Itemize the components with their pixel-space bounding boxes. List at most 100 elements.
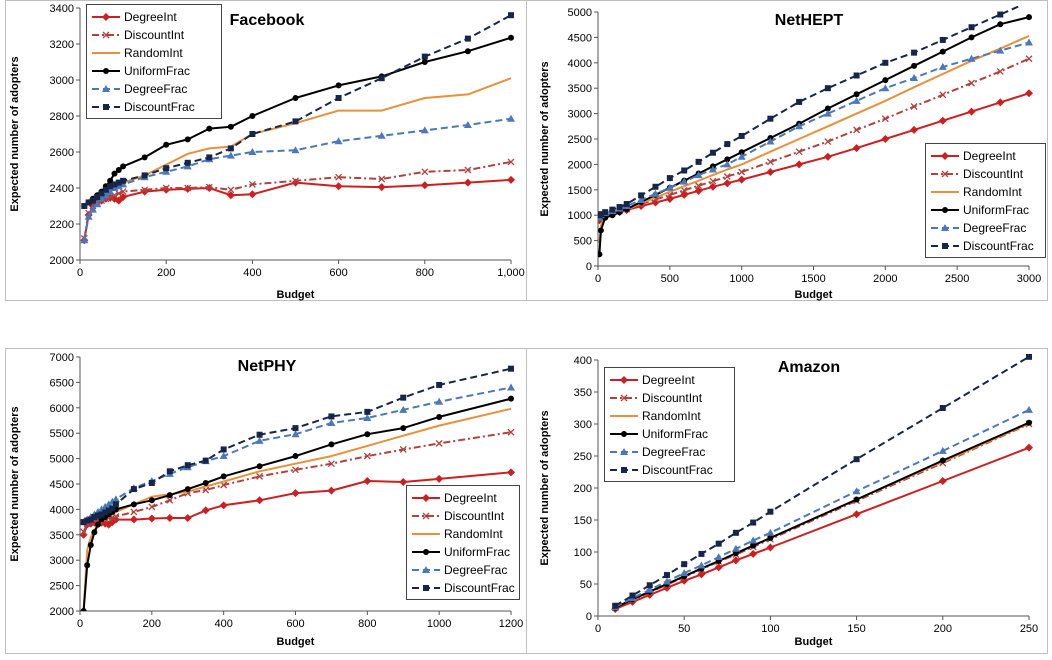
data-point: [723, 173, 731, 181]
data-point: [766, 168, 775, 177]
data-point: [910, 103, 918, 110]
legend-label: DegreeInt: [642, 373, 695, 387]
data-point: [147, 514, 156, 523]
x-tick-label: 200: [143, 618, 161, 630]
legend-label: DiscountInt: [963, 167, 1024, 181]
x-tick-label: 800: [358, 618, 376, 630]
y-tick-label: 4000: [568, 58, 592, 70]
legend-item-degreefrac: DegreeFrac: [931, 221, 1026, 235]
data-point: [256, 431, 263, 438]
data-point: [508, 12, 514, 19]
data-point: [750, 519, 757, 526]
data-point: [421, 59, 428, 65]
data-point: [110, 184, 119, 191]
legend-item-uniformfrac: UniformFrac: [92, 64, 190, 78]
series-discountfrac: [81, 12, 514, 209]
data-point: [795, 122, 804, 130]
data-point: [616, 204, 623, 211]
data-point: [508, 365, 514, 372]
data-point: [115, 167, 122, 173]
legend-label: DegreeInt: [963, 149, 1016, 163]
data-point: [335, 82, 342, 89]
data-point: [709, 177, 717, 185]
data-point: [106, 187, 115, 195]
data-point: [732, 529, 739, 536]
data-point: [435, 439, 443, 447]
data-point: [749, 536, 758, 544]
legend-label: DegreeFrac: [124, 82, 187, 96]
data-point: [291, 430, 300, 438]
legend-marker: [621, 467, 627, 473]
legend-marker: [102, 85, 110, 92]
chart-amazon: 0 50 100 150 200 250 300 350 400 0 50 100 150 200 250 B…: [526, 348, 1048, 654]
data-point: [248, 180, 256, 188]
data-point: [220, 473, 227, 480]
legend-item-discountint: DiscountInt: [412, 509, 505, 523]
data-point: [698, 550, 705, 557]
y-tick-label: 4500: [568, 32, 592, 44]
data-point: [106, 193, 114, 201]
data-point: [377, 131, 386, 139]
data-point: [141, 154, 148, 161]
data-point: [93, 200, 102, 208]
data-point: [738, 149, 745, 156]
data-point: [162, 167, 171, 175]
data-point: [731, 556, 740, 565]
data-point: [938, 446, 947, 454]
data-point: [94, 194, 101, 200]
data-point: [184, 486, 191, 493]
data-point: [328, 413, 335, 420]
data-point: [852, 144, 861, 153]
data-point: [85, 199, 92, 206]
data-point: [881, 135, 890, 143]
data-point: [226, 151, 235, 159]
legend-item-uniformfrac: UniformFrac: [610, 427, 708, 441]
legend-label: UniformFrac: [642, 427, 708, 441]
data-point: [507, 158, 515, 166]
data-point: [436, 381, 443, 388]
y-tick-label: 7000: [50, 352, 74, 364]
data-point: [645, 585, 654, 593]
data-point: [767, 508, 774, 515]
data-point: [662, 577, 671, 585]
data-point: [939, 48, 946, 55]
x-tick-label: 1500: [801, 273, 825, 285]
data-point: [853, 496, 860, 503]
data-point: [227, 123, 234, 130]
data-point: [91, 529, 98, 536]
data-point: [163, 141, 170, 148]
legend-marker: [621, 431, 627, 437]
data-point: [184, 184, 192, 192]
data-point: [205, 183, 213, 191]
legend-item-discountfrac: DiscountFrac: [412, 581, 515, 595]
y-tick-label: 3500: [568, 83, 592, 95]
data-point: [327, 419, 336, 427]
legend-marker: [942, 243, 948, 249]
data-point: [105, 507, 112, 514]
legend-item-degreefrac: DegreeFrac: [610, 445, 705, 459]
data-point: [248, 190, 257, 199]
data-point: [141, 186, 149, 194]
data-point: [335, 95, 342, 101]
data-point: [101, 191, 110, 199]
y-tick-label: 5000: [568, 7, 592, 19]
data-point: [120, 177, 127, 184]
y-tick-label: 50: [580, 579, 592, 591]
data-point: [881, 84, 890, 92]
data-point: [767, 115, 774, 122]
legend-box: [86, 4, 222, 119]
data-point: [112, 501, 119, 508]
data-point: [651, 198, 660, 207]
y-tick-label: 2800: [50, 111, 74, 123]
data-point: [723, 160, 732, 168]
legend-label: DiscountInt: [642, 391, 703, 405]
data-point: [420, 126, 429, 134]
series-discountfrac: [598, 6, 1022, 219]
y-tick-label: 3200: [50, 39, 74, 51]
data-point: [749, 549, 758, 558]
data-point: [602, 209, 609, 216]
data-point: [795, 160, 804, 169]
data-point: [714, 553, 723, 561]
data-point: [1025, 89, 1033, 98]
x-axis-label: Budget: [795, 636, 833, 648]
